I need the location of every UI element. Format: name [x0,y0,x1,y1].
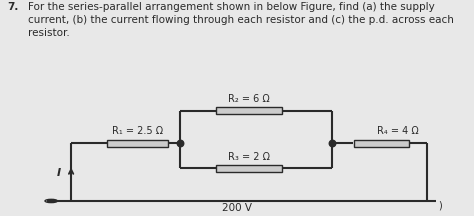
Text: R₄ = 4 Ω: R₄ = 4 Ω [377,126,419,137]
Point [176,142,184,145]
Text: For the series-parallel arrangement shown in below Figure, find (a) the supply
c: For the series-parallel arrangement show… [28,2,454,38]
Text: 200 V: 200 V [222,203,252,213]
Text: R₁ = 2.5 Ω: R₁ = 2.5 Ω [112,126,163,137]
Text: ): ) [438,200,442,210]
Text: 7.: 7. [7,2,18,12]
Text: I: I [57,168,61,178]
Bar [216,107,282,114]
Bar [107,140,168,147]
Bar [216,165,282,172]
Text: R₂ = 6 Ω: R₂ = 6 Ω [228,94,270,104]
Point [328,142,336,145]
Text: R₃ = 2 Ω: R₃ = 2 Ω [228,151,270,162]
Bar [355,140,409,147]
